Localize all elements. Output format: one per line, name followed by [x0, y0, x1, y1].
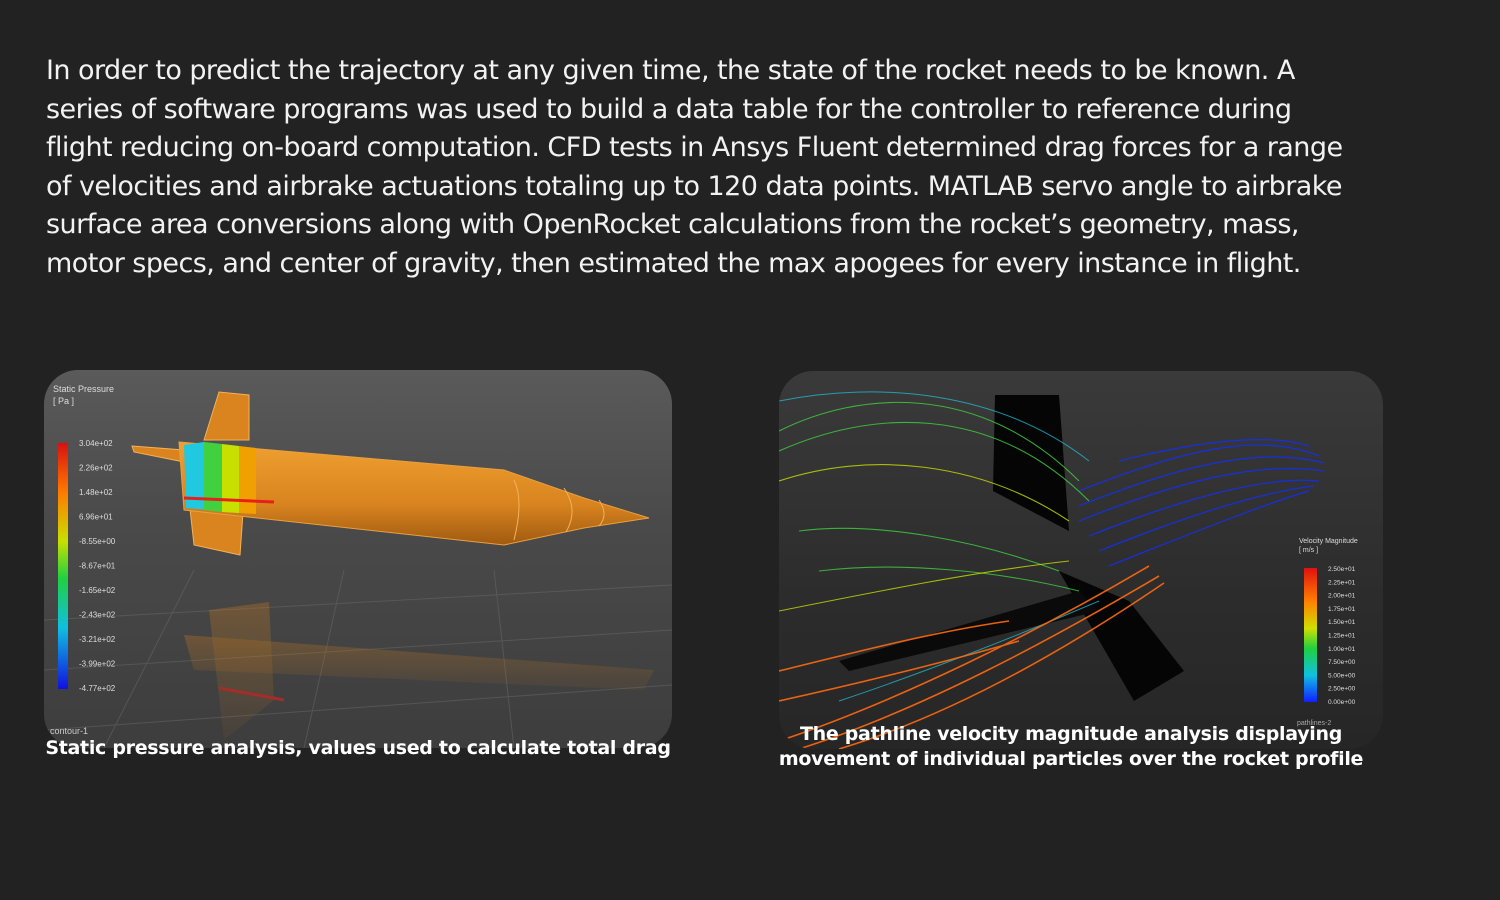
- velocity-footer-label: pathlines-2: [1297, 720, 1331, 727]
- velocity-legend-value: 7.50e+00: [1328, 659, 1356, 666]
- velocity-legend-value: 1.00e+01: [1328, 646, 1356, 653]
- pressure-legend-value: 6.96e+01: [79, 513, 113, 522]
- velocity-legend-value: 2.00e+01: [1328, 593, 1356, 600]
- velocity-pathline-render: Velocity Magnitude [ m/s ] 2.50e+01 2.25e…: [779, 391, 1358, 749]
- velocity-colorbar: [1304, 568, 1317, 702]
- velocity-legend-value: 1.50e+01: [1328, 619, 1356, 626]
- velocity-legend-value: 1.75e+01: [1328, 606, 1356, 613]
- pressure-legend-value: 3.04e+02: [79, 439, 113, 448]
- intro-paragraph: In order to predict the trajectory at an…: [46, 52, 1466, 284]
- intro-line: motor specs, and center of gravity, then…: [46, 247, 1301, 279]
- pressure-colorbar: [58, 443, 68, 689]
- intro-line: of velocities and airbrake actuations to…: [46, 170, 1343, 202]
- pressure-legend-value: 2.26e+02: [79, 464, 113, 473]
- velocity-legend-unit: [ m/s ]: [1299, 547, 1318, 554]
- pressure-legend-value: -2.43e+02: [79, 611, 116, 620]
- static-pressure-render: Static Pressure [ Pa ] 3.04e+02 2.26e+02 1…: [44, 384, 672, 748]
- pressure-legend-value: -3.21e+02: [79, 635, 116, 644]
- velocity-legend-value: 1.25e+01: [1328, 633, 1356, 640]
- pressure-legend-value: -8.67e+01: [79, 562, 116, 571]
- pressure-legend-value: -8.55e+00: [79, 537, 116, 546]
- intro-line: In order to predict the trajectory at an…: [46, 55, 1295, 86]
- pressure-legend-title: Static Pressure: [53, 384, 114, 394]
- velocity-legend-value: 0.00e+00: [1328, 699, 1356, 706]
- velocity-caption-line: The pathline velocity magnitude analysis…: [799, 723, 1343, 745]
- pressure-legend-unit: [ Pa ]: [53, 396, 74, 406]
- pressure-caption: Static pressure analysis, values used to…: [45, 737, 671, 759]
- static-pressure-image: Static Pressure [ Pa ] 3.04e+02 2.26e+02 1…: [44, 370, 672, 748]
- velocity-legend-value: 2.25e+01: [1328, 579, 1356, 586]
- velocity-legend-value: 2.50e+00: [1328, 686, 1356, 693]
- pressure-legend-values: 3.04e+02 2.26e+02 1.48e+02 6.96e+01 -8.55e+0…: [79, 439, 116, 693]
- pressure-legend-value: -1.65e+02: [79, 586, 116, 595]
- velocity-pathline-image: Velocity Magnitude [ m/s ] 2.50e+01 2.25e…: [779, 371, 1383, 749]
- velocity-legend-value: 5.00e+00: [1328, 672, 1356, 679]
- pressure-legend-value: 1.48e+02: [79, 488, 113, 497]
- velocity-legend-value: 2.50e+01: [1328, 566, 1356, 573]
- velocity-caption: The pathline velocity magnitude analysis…: [770, 722, 1372, 772]
- pressure-legend-value: -4.77e+02: [79, 684, 116, 693]
- velocity-legend-values: 2.50e+01 2.25e+01 2.00e+01 1.75e+01 1.50e+01…: [1328, 566, 1356, 706]
- pressure-legend-value: -3.99e+02: [79, 660, 116, 669]
- velocity-caption-line: movement of individual particles over th…: [778, 748, 1364, 770]
- pressure-footer-label: contour-1: [50, 726, 88, 736]
- intro-line: surface area conversions along with Open…: [46, 209, 1299, 241]
- velocity-legend-title: Velocity Magnitude: [1299, 538, 1358, 545]
- intro-line: flight reducing on-board computation. CF…: [46, 132, 1343, 164]
- intro-line: series of software programs was used to …: [46, 93, 1292, 125]
